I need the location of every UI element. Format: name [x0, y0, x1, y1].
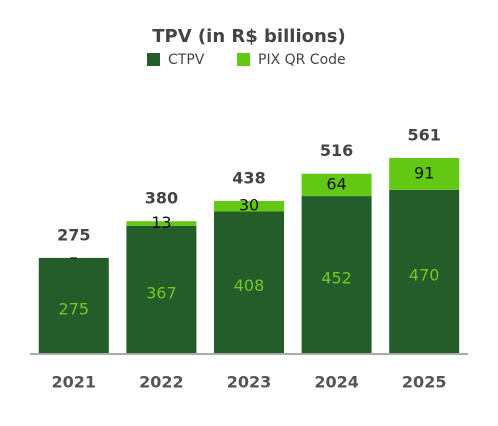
data-label: 452 [321, 269, 352, 288]
data-label: 13 [151, 213, 171, 232]
chart-title: TPV (in R$ billions) [152, 26, 345, 47]
x-tick-label: 2023 [227, 373, 272, 392]
x-tick-label: 2024 [314, 373, 359, 392]
bar-segment [389, 189, 460, 354]
bar-segment [301, 173, 372, 197]
total-label: 561 [407, 126, 440, 145]
total-label: 438 [232, 168, 265, 187]
x-tick-label: 2022 [139, 373, 184, 392]
bar-segment [301, 196, 372, 354]
total-label: 275 [57, 225, 90, 244]
bar-segment [214, 211, 284, 354]
legend: CTPV PIX QR Code [147, 52, 346, 68]
legend-swatch [237, 53, 250, 66]
data-label: – [70, 247, 78, 266]
bar-segment [214, 200, 284, 212]
data-label: 367 [146, 283, 177, 302]
legend-label: CTPV [168, 52, 205, 68]
total-label: 380 [145, 189, 178, 208]
data-label: 275 [59, 299, 90, 318]
bar-segment [126, 221, 197, 226]
data-label: 470 [409, 265, 440, 284]
total-label: 516 [320, 141, 353, 160]
data-label: 64 [326, 174, 346, 193]
data-label: 30 [239, 196, 259, 215]
data-label: 91 [414, 163, 434, 182]
x-tick-label: 2021 [52, 373, 97, 392]
data-label: 408 [234, 276, 265, 295]
x-tick-label: 2025 [402, 373, 447, 392]
bar-segment [126, 225, 197, 354]
bar-segment [38, 257, 109, 354]
legend-label: PIX QR Code [258, 52, 346, 68]
bar-segment [389, 158, 460, 190]
legend-swatch [147, 53, 160, 66]
